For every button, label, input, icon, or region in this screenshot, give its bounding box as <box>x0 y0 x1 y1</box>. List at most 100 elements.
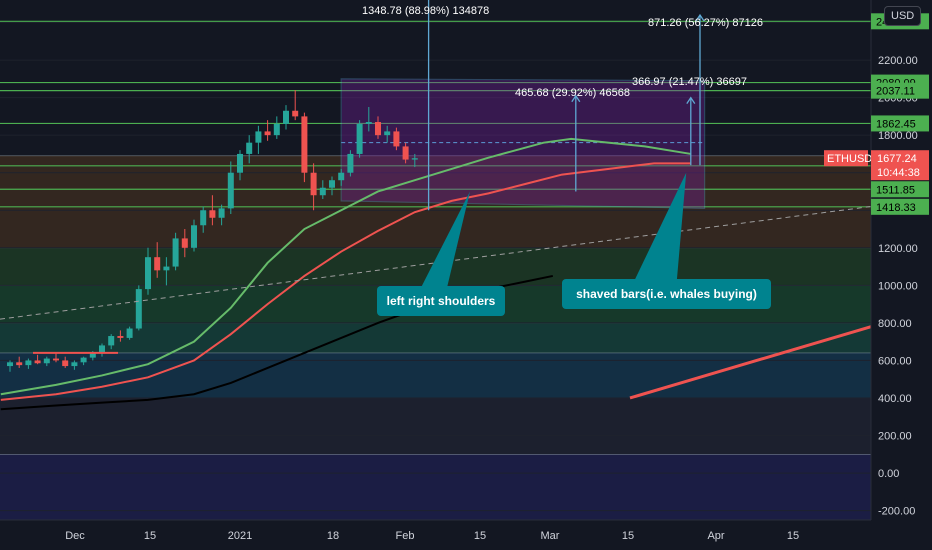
candles-layer <box>7 90 418 372</box>
candle-body <box>246 142 253 154</box>
callout-box <box>562 279 771 309</box>
level-price-tag <box>871 181 929 198</box>
rising-red-line <box>629 325 872 400</box>
candle-body <box>356 123 363 154</box>
callout-text: shaved bars(i.e. whales buying) <box>576 287 757 301</box>
candle-body <box>172 238 179 267</box>
candle-body <box>384 131 391 136</box>
currency-badge[interactable]: USD <box>884 6 922 26</box>
candle-body <box>393 131 400 147</box>
price-tick-label: 1000.00 <box>878 280 918 292</box>
level-price-tag <box>871 115 929 132</box>
time-tick-label: Feb <box>396 530 415 542</box>
candle-body <box>209 210 216 218</box>
candle-body <box>163 266 170 271</box>
candle-body <box>191 225 197 248</box>
level-price-label: 1418.33 <box>876 202 916 214</box>
callout-text: left right shoulders <box>387 294 496 308</box>
price-tick-label: 1200.00 <box>878 243 918 255</box>
level-price-label: 1511.85 <box>876 184 915 196</box>
time-tick-label: 15 <box>622 530 634 542</box>
candle-body <box>347 153 354 173</box>
time-tick-label: Dec <box>65 530 85 542</box>
time-tick-label: Apr <box>707 530 724 542</box>
last-price-label: 1677.24 <box>877 153 917 165</box>
countdown-label: 10:44:38 <box>877 167 920 179</box>
zone-band <box>0 352 871 398</box>
consolidation-box-layer <box>340 78 706 209</box>
candle-body <box>7 362 13 367</box>
candle-body <box>200 210 207 226</box>
measurement-label: 366.97 (21.47%) 36697 <box>632 76 747 88</box>
candle-body <box>411 158 418 160</box>
candle-body <box>71 362 78 367</box>
candle-body <box>99 345 105 353</box>
zone-band <box>0 322 871 353</box>
candle-body <box>108 336 115 346</box>
price-tick-label: 2200.00 <box>878 55 918 67</box>
measurement-label: 871.26 (56.27%) 87126 <box>648 17 763 29</box>
measure-arrowhead <box>686 96 696 104</box>
time-tick-label: 18 <box>327 530 339 542</box>
consolidation-box <box>340 78 706 209</box>
last-price-tag <box>871 150 929 181</box>
candle-body <box>310 172 317 196</box>
candle-body <box>264 131 271 136</box>
candle-body <box>34 360 41 364</box>
candle-body <box>283 110 289 124</box>
time-tick-label: 15 <box>787 530 799 542</box>
candle-body <box>181 238 188 248</box>
candle-body <box>126 328 133 338</box>
ema-fast-line <box>0 137 691 396</box>
measure-arrowhead <box>695 13 705 22</box>
measurement-label: 465.68 (29.92%) 46568 <box>515 87 630 99</box>
ema-mid-line <box>0 162 691 401</box>
candle-body <box>292 110 299 117</box>
candle-body <box>402 146 409 160</box>
candle-body <box>365 122 372 124</box>
symbol-label: ETHUSD <box>827 153 872 165</box>
measurement-label: 1348.78 (88.98%) 134878 <box>362 5 489 17</box>
candle-body <box>43 358 50 364</box>
candle-body <box>117 336 124 338</box>
candle-body <box>329 180 335 188</box>
candle-body <box>80 357 87 363</box>
price-tick-label: -200.00 <box>878 506 915 518</box>
time-tick-label: 15 <box>474 530 486 542</box>
price-tick-label: 1800.00 <box>878 130 918 142</box>
level-price-tag <box>871 82 929 99</box>
candle-body <box>273 123 280 136</box>
candle-body <box>89 352 96 358</box>
callout-pointer <box>635 172 687 279</box>
candle-body <box>338 172 345 181</box>
candle-body <box>62 360 69 367</box>
callout-box <box>377 286 505 316</box>
candle-body <box>301 116 308 173</box>
trend-line <box>0 206 872 320</box>
level-price-tag <box>871 198 929 215</box>
price-tick-label: 600.00 <box>878 355 912 367</box>
candle-body <box>135 289 142 329</box>
candle-body <box>227 172 234 209</box>
candle-body <box>375 122 381 136</box>
time-tick-label: 2021 <box>228 530 252 542</box>
price-tick-label: 400.00 <box>878 393 912 405</box>
level-price-label: 1862.45 <box>876 118 916 130</box>
zone-band <box>0 397 871 455</box>
level-price-label: 2037.11 <box>876 86 915 98</box>
price-tick-label: 200.00 <box>878 431 912 443</box>
level-lines-layer <box>0 20 871 208</box>
time-tick-label: 15 <box>144 530 156 542</box>
candle-body <box>319 187 326 196</box>
candle-body <box>25 360 32 366</box>
candle-body <box>255 131 262 143</box>
time-tick-label: Mar <box>541 530 560 542</box>
candle-body <box>16 362 23 366</box>
grid-layer <box>0 22 871 512</box>
candle-body <box>53 358 59 361</box>
drawings-layer: 1348.78 (88.98%) 134878 871.26 (56.27%) 8… <box>0 0 872 400</box>
callout-pointer <box>421 191 470 286</box>
price-tick-label: 0.00 <box>878 468 899 480</box>
